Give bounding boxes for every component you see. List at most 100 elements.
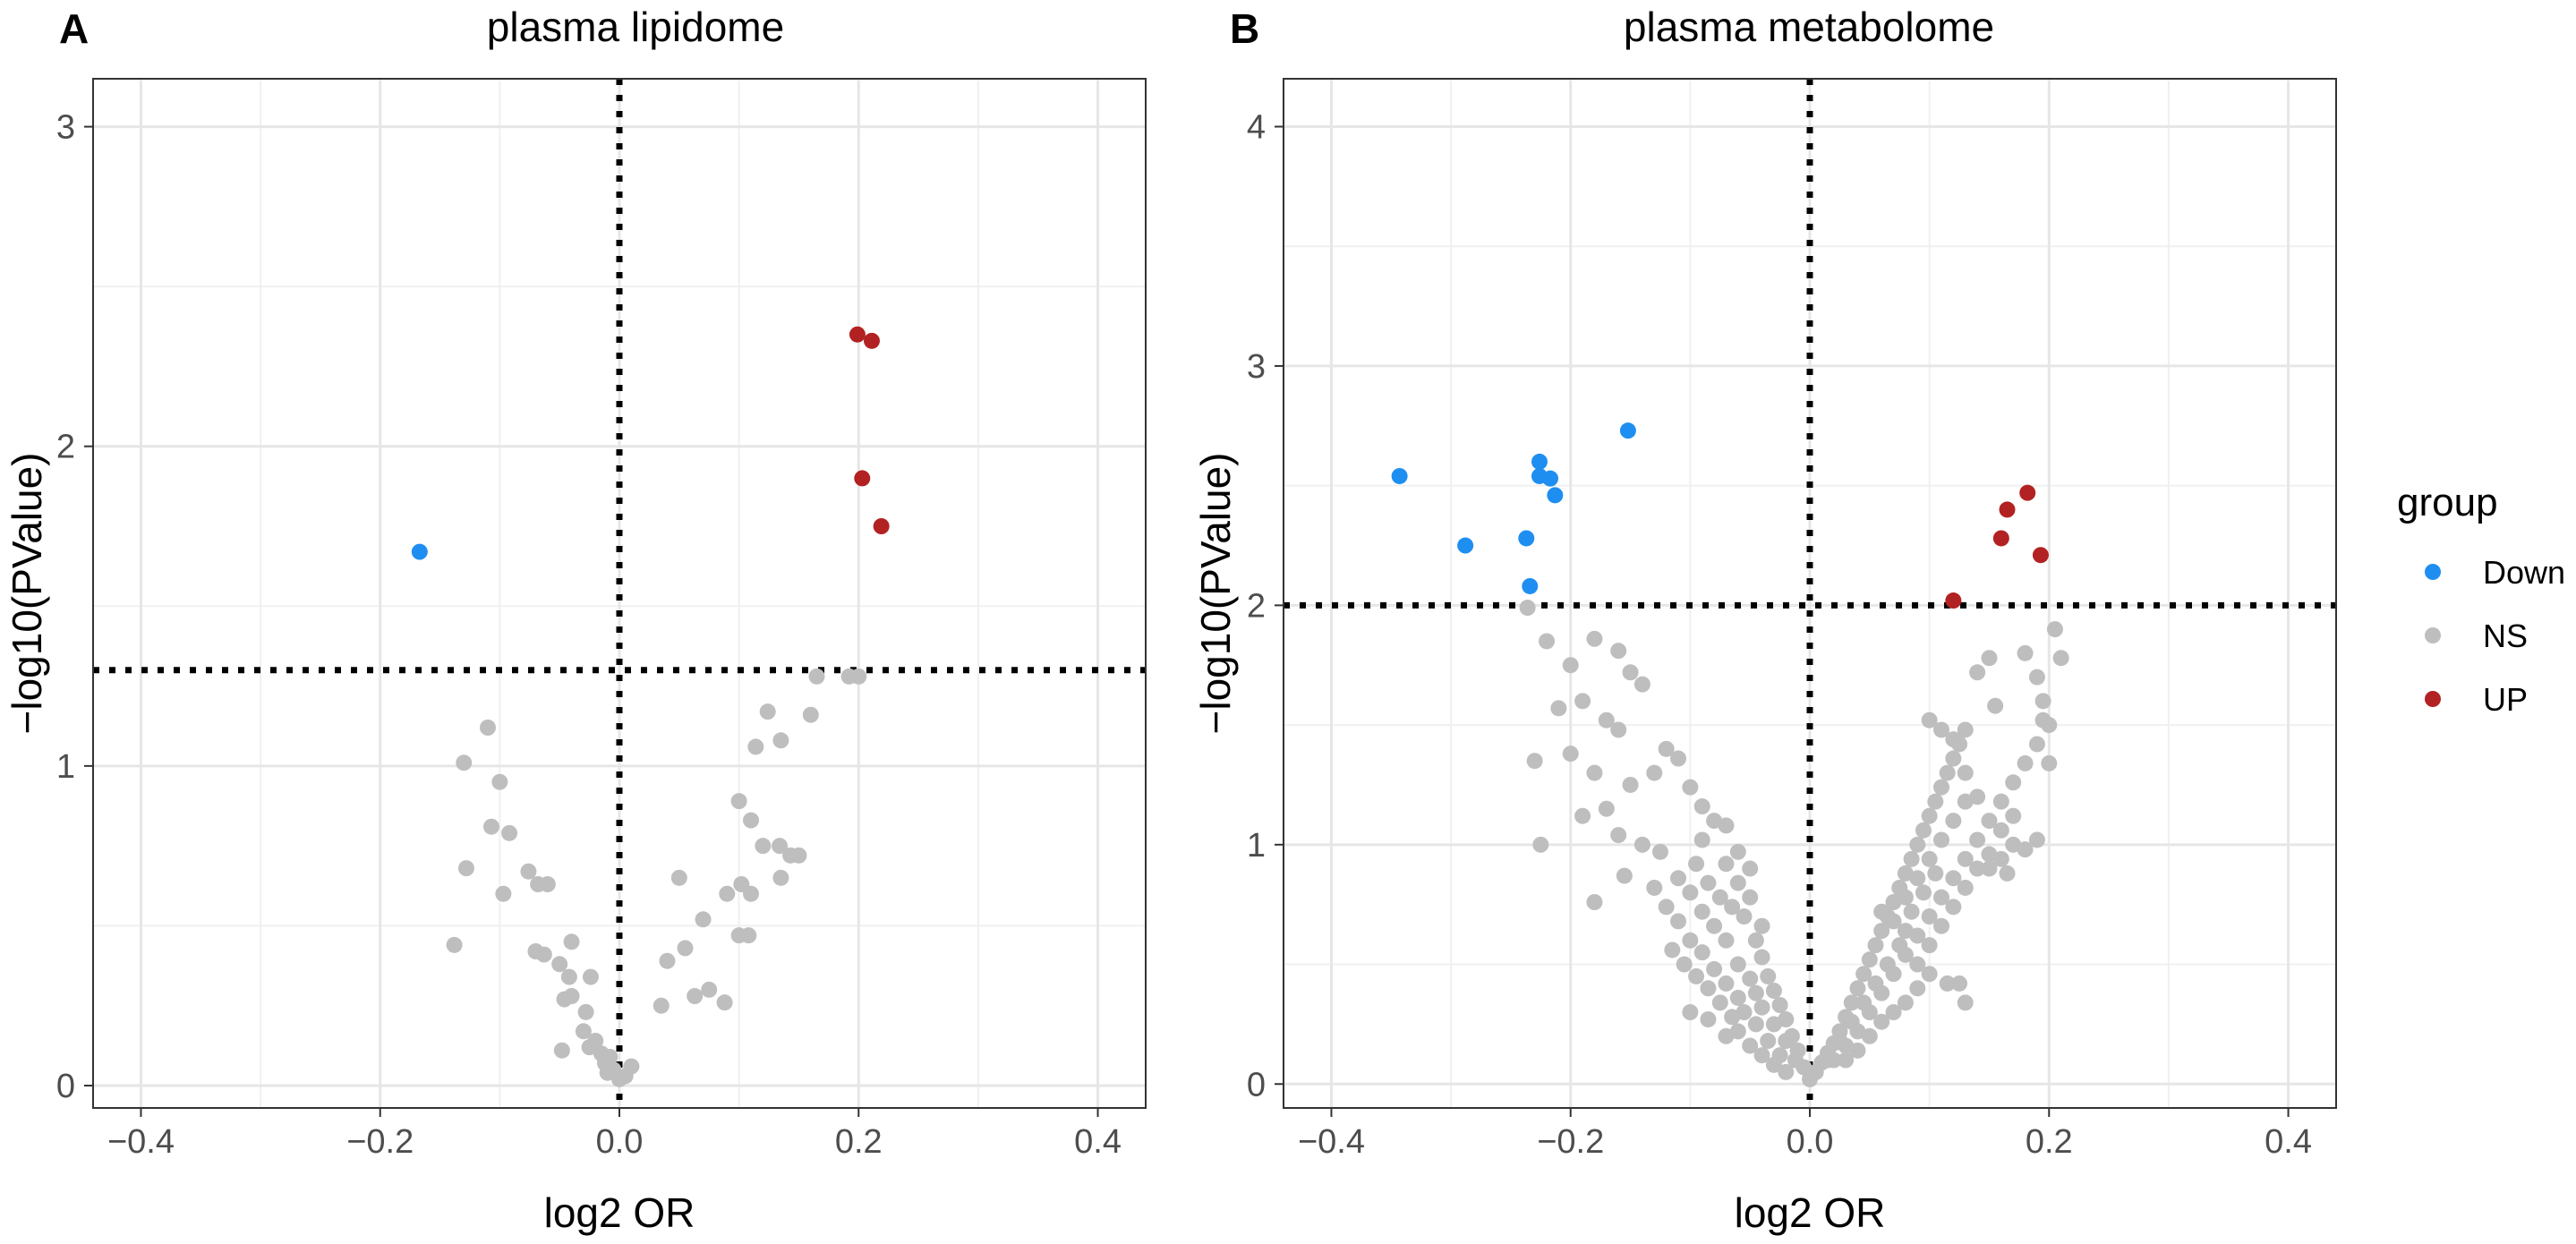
panel-a-point-ns — [582, 968, 599, 985]
panel-b-point-ns — [1700, 874, 1717, 891]
panel-b-point-ns — [1933, 831, 1949, 848]
panel-a-point-ns — [808, 668, 825, 685]
panel-b-point-ns — [1693, 798, 1710, 815]
panel-b-point-ns — [1945, 750, 1962, 767]
panel-b-point-ns — [1765, 982, 1782, 999]
panel-a-point-ns — [850, 668, 867, 685]
panel-b-point-down — [1619, 422, 1636, 439]
panel-b-point-ns — [1909, 980, 1926, 997]
panel-b-point-up — [1999, 501, 2016, 518]
panel-b-point-ns — [1742, 889, 1759, 906]
panel-a-point-ns — [599, 1064, 616, 1081]
panel-a-point-ns — [551, 956, 568, 973]
panel-b-point-ns — [1562, 657, 1579, 674]
panel-b-point-ns — [1736, 908, 1753, 925]
legend-label-ns: NS — [2483, 618, 2528, 654]
panel-b-point-ns — [2046, 621, 2063, 638]
panel-b-point-ns — [2017, 644, 2034, 661]
panel-b-point-ns — [1831, 1033, 1848, 1050]
panel-a-point-ns — [730, 793, 747, 810]
panel-b-point-down — [1457, 537, 1474, 554]
panel-b-point-ns — [1778, 1063, 1795, 1080]
panel-b-point-ns — [1992, 822, 2009, 839]
panel-b-point-ns — [1765, 1056, 1782, 1073]
panel-b-point-ns — [1586, 894, 1603, 910]
panel-a-tag: A — [59, 5, 89, 52]
panel-b-grid — [1284, 79, 2336, 1108]
panel-b-point-down — [1531, 453, 1548, 470]
panel-b-point-ns — [1921, 807, 1938, 824]
panel-a-y-tick-label: 2 — [56, 429, 75, 466]
panel-a-point-ns — [560, 968, 577, 985]
panel-a-point-ns — [611, 1070, 627, 1087]
panel-b-point-ns — [1633, 836, 1651, 853]
panel-b-point-ns — [1939, 764, 1956, 781]
panel-a-x-tick-label: −0.4 — [107, 1123, 175, 1161]
panel-b-point-ns — [1747, 1016, 1764, 1033]
panel-b-point-ns — [2017, 754, 2034, 771]
panel-b-point-ns — [1760, 1033, 1777, 1050]
panel-a-point-ns — [520, 863, 537, 880]
panel-a-point-ns — [501, 824, 518, 841]
panel-b-point-ns — [1849, 980, 1866, 997]
panel-b-y-axis-title: −log10(PValue) — [1192, 453, 1239, 735]
panel-b-point-ns — [1526, 753, 1543, 770]
panel-a-x-axis-title: log2 OR — [544, 1189, 695, 1236]
panel-b-point-ns — [1891, 937, 1908, 954]
panel-b-point-ns — [1939, 975, 1956, 992]
panel-b-point-ns — [1849, 1042, 1866, 1059]
panel-b-point-ns — [1724, 1009, 1741, 1026]
panel-b-point-ns — [1897, 923, 1914, 940]
panel-b-tag: B — [1230, 5, 1259, 52]
panel-b-point-ns — [1873, 1013, 1890, 1030]
panel-b-y-tick-label: 0 — [1247, 1066, 1266, 1103]
panel-b-point-ns — [1651, 843, 1668, 860]
panel-b-point-ns — [1753, 999, 1770, 1016]
panel-b-point-ns — [1945, 899, 1962, 916]
panel-b-point-ns — [1927, 865, 1944, 882]
legend-label-up: UP — [2483, 681, 2528, 718]
panel-b-point-ns — [1957, 879, 1974, 896]
panel-b-point-ns — [1885, 913, 1902, 930]
panel-a-point-ns — [653, 997, 670, 1014]
panel-a-point-ns — [790, 847, 807, 864]
panel-b-y-tick-label: 3 — [1247, 348, 1266, 386]
panel-b-point-ns — [1838, 1052, 1855, 1069]
panel-b-point-up — [2032, 547, 2049, 564]
panel-a-point-ns — [659, 952, 676, 969]
panel-b-point-ns — [1633, 676, 1651, 693]
legend-title: group — [2397, 481, 2498, 524]
panel-a-x-axis: −0.4 −0.2 0.0 0.2 0.4 — [107, 1108, 1122, 1161]
panel-a-point-ns — [563, 988, 580, 1004]
panel-b-point-ns — [1981, 860, 1998, 877]
panel-a-point-ns — [563, 933, 580, 950]
panel-b-point-ns — [1992, 793, 2009, 810]
panel-a-x-tick-label: −0.2 — [346, 1123, 414, 1161]
panel-a-point-up — [854, 470, 871, 487]
panel-b-point-ns — [1753, 917, 1770, 934]
panel-b-point-ns — [1598, 800, 1615, 817]
panel-b-point-ns — [2028, 831, 2045, 848]
panel-b-point-ns — [1688, 856, 1705, 873]
panel-b-point-ns — [1987, 697, 2004, 714]
panel-b-point-ns — [1718, 932, 1735, 949]
panel-a-point-ns — [677, 940, 694, 957]
panel-a-y-tick-label: 0 — [56, 1068, 75, 1105]
panel-b-point-ns — [1861, 951, 1878, 968]
legend-key-up — [2425, 691, 2441, 707]
panel-b-point-ns — [1969, 664, 1986, 681]
panel-b-point-ns — [1646, 764, 1663, 781]
panel-b-point-ns — [2005, 807, 2022, 824]
panel-b-point-ns — [1897, 994, 1914, 1011]
legend: group Down NS UP — [2397, 481, 2565, 718]
panel-a-point-ns — [456, 754, 473, 771]
panel-b-point-ns — [1921, 937, 1938, 954]
panel-b-point-ns — [1562, 746, 1579, 763]
panel-b-point-ns — [1957, 793, 1974, 810]
panel-b-point-ns — [1729, 989, 1746, 1006]
panel-b-point-ns — [1729, 874, 1746, 891]
panel-b-point-ns — [1885, 1004, 1902, 1021]
panel-b-point-ns — [1787, 1052, 1804, 1069]
panel-a-y-tick-label: 1 — [56, 748, 75, 786]
panel-b-point-ns — [1711, 889, 1728, 906]
